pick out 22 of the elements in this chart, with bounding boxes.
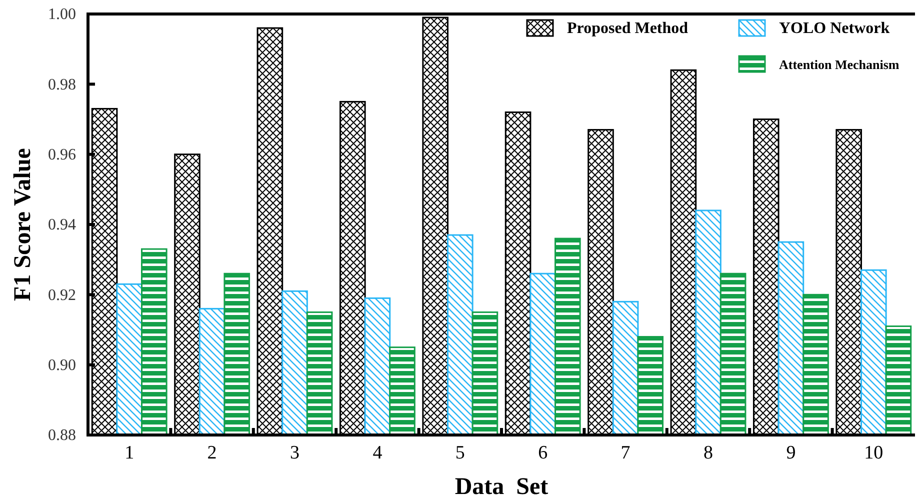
y-tick-label: 0.98 bbox=[48, 76, 76, 94]
legend-label: Attention Mechanism bbox=[779, 57, 900, 72]
x-tick-label: 8 bbox=[704, 442, 713, 464]
legend-label: YOLO Network bbox=[779, 20, 890, 37]
x-tick-label: 2 bbox=[207, 442, 217, 464]
x-tick-label: 3 bbox=[290, 442, 300, 464]
y-tick-label: 0.96 bbox=[48, 146, 76, 164]
y-tick-label: 1.00 bbox=[48, 6, 76, 24]
y-tick-label: 0.90 bbox=[48, 356, 76, 374]
y-axis-title: F1 Score Value bbox=[10, 148, 36, 301]
x-tick-label: 1 bbox=[124, 442, 134, 464]
x-tick-label: 4 bbox=[372, 442, 383, 464]
x-axis-title: Data Set bbox=[454, 474, 548, 500]
x-tick-label: 5 bbox=[455, 442, 465, 464]
x-tick-label: 7 bbox=[620, 442, 630, 464]
legend-label: Proposed Method bbox=[567, 20, 688, 37]
x-tick-label: 10 bbox=[864, 442, 884, 464]
y-tick-label: 0.88 bbox=[48, 427, 76, 444]
y-tick-label: 0.94 bbox=[48, 216, 76, 234]
x-tick-label: 6 bbox=[538, 442, 548, 464]
x-tick-label: 9 bbox=[786, 442, 796, 464]
y-tick-label: 0.92 bbox=[48, 286, 76, 304]
